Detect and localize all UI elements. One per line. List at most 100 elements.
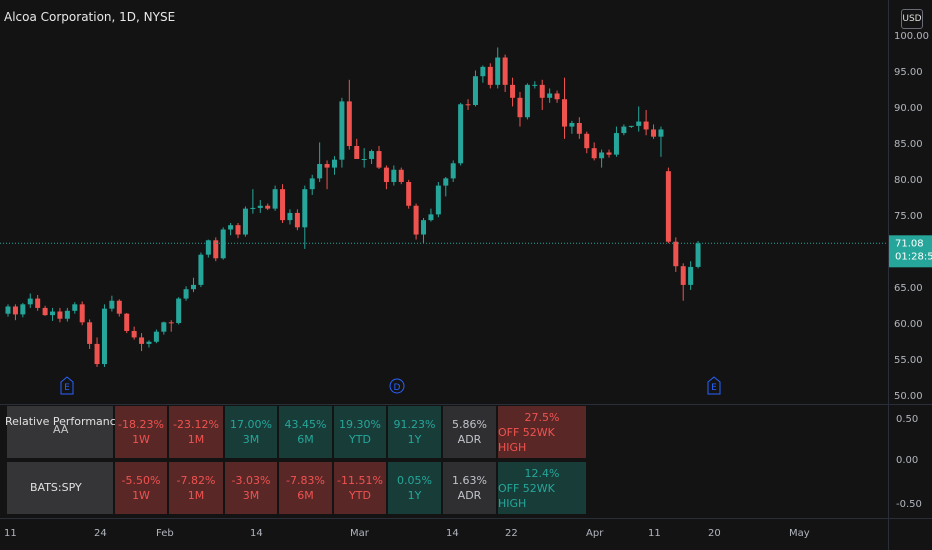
candle-down: [94, 343, 100, 365]
candle-up: [205, 240, 211, 255]
candle-down: [294, 212, 300, 228]
time-tick-label: 24: [94, 528, 107, 539]
candle-up: [191, 284, 196, 290]
candle-up: [27, 298, 33, 305]
candle-up: [5, 306, 11, 314]
rp-value: 0.05%: [397, 474, 432, 487]
rp-value: -7.83%: [286, 474, 325, 487]
candle-down: [139, 337, 145, 344]
rp-value: 1.63%: [452, 474, 487, 487]
time-axis[interactable]: 11 24 Feb 14 Mar 14 22 Apr 11 20 May: [4, 528, 810, 539]
candle-up: [250, 207, 256, 209]
candle-up: [153, 331, 159, 342]
candle-up: [257, 205, 263, 208]
candle-up: [569, 122, 575, 127]
earnings-icon: [707, 376, 721, 395]
candle-up: [480, 66, 486, 77]
price-tick-label: 65.00: [894, 283, 923, 294]
candle-down: [42, 307, 48, 316]
time-tick-label: 20: [708, 528, 721, 539]
candle-up: [428, 214, 434, 221]
rp-cell: -5.50% 1W: [115, 462, 167, 514]
currency-button[interactable]: USD: [901, 9, 923, 29]
candle-up: [176, 298, 182, 324]
candle-up: [658, 129, 664, 137]
candle-down: [554, 93, 560, 100]
candle-up: [458, 104, 464, 164]
rp-value: 17.00%: [230, 418, 272, 431]
candle-up: [435, 185, 441, 215]
candle-down: [465, 104, 471, 106]
candle-down: [510, 84, 516, 98]
rp-period: 1W: [132, 433, 150, 446]
rp-value: -5.50%: [121, 474, 161, 487]
rp-period: 1Y: [407, 433, 422, 446]
time-tick-label: Mar: [350, 528, 370, 539]
candle-up: [443, 178, 449, 186]
event-label: E: [711, 383, 717, 393]
indicator-tick-label: -0.50: [896, 499, 922, 510]
countdown-label: 01:28:53: [895, 251, 932, 262]
candle-down: [517, 97, 523, 118]
candle-up: [599, 152, 605, 159]
candle-down: [680, 266, 686, 285]
candle-down: [131, 330, 137, 338]
rp-value: -7.82%: [176, 474, 216, 487]
candle-down: [324, 164, 330, 168]
rp-value: 12.4%: [524, 466, 560, 480]
candle-down: [406, 181, 412, 206]
candle-up: [72, 304, 78, 311]
candle-down: [673, 241, 679, 267]
candle-down: [354, 146, 360, 159]
candle-down: [57, 311, 63, 319]
candle-down: [124, 313, 130, 331]
rp-cell: 5.86% ADR: [443, 406, 496, 458]
candle-down: [643, 121, 649, 130]
rp-value: -3.03%: [231, 474, 271, 487]
rp-value: -18.23%: [118, 418, 164, 431]
price-tick-label: 55.00: [894, 355, 923, 366]
candle-up: [636, 121, 642, 126]
rp-value: -11.51%: [337, 474, 383, 487]
candle-down: [562, 99, 567, 127]
candle-down: [376, 151, 382, 168]
candle-up: [309, 178, 315, 190]
rp-value: 91.23%: [393, 418, 436, 431]
candle-up: [628, 125, 634, 127]
candle-up: [695, 243, 701, 267]
candle-down: [12, 306, 18, 315]
rp-period: ADR: [457, 433, 482, 446]
rp-period: YTD: [349, 489, 371, 502]
candle-series: [5, 47, 701, 367]
last-price-label: 71.08: [895, 238, 924, 249]
candle-up: [339, 101, 345, 160]
rp-period: 3M: [242, 433, 260, 446]
rp-cell: 1.63% ADR: [443, 462, 496, 514]
candle-up: [146, 341, 152, 344]
candle-down: [576, 122, 582, 134]
rp-period: 3M: [242, 489, 260, 502]
dividend-icon: [389, 378, 405, 394]
candle-down: [502, 57, 508, 85]
rp-period: ADR: [457, 489, 482, 502]
candle-up: [20, 304, 26, 315]
candle-up: [450, 163, 456, 179]
price-axis[interactable]: 50.0055.0060.0065.0070.0075.0080.0085.00…: [894, 31, 929, 402]
candle-down: [398, 169, 404, 182]
time-tick-label: Feb: [156, 528, 174, 539]
candle-down: [346, 101, 352, 147]
candle-up: [198, 254, 204, 285]
candle-up: [532, 84, 538, 86]
time-tick-label: 22: [505, 528, 518, 539]
candle-up: [101, 308, 107, 365]
candle-up: [317, 164, 323, 179]
candle-down: [584, 133, 590, 149]
indicator-tick-label: 0.00: [896, 455, 918, 466]
rp-cell: 43.45% 6M: [279, 406, 332, 458]
candle-down: [235, 225, 241, 235]
time-tick-label: 14: [446, 528, 459, 539]
rp-cell: -3.03% 3M: [225, 462, 277, 514]
rp-period: OFF 52WK HIGH: [498, 481, 555, 510]
rp-row-symbol: AA: [53, 423, 69, 436]
